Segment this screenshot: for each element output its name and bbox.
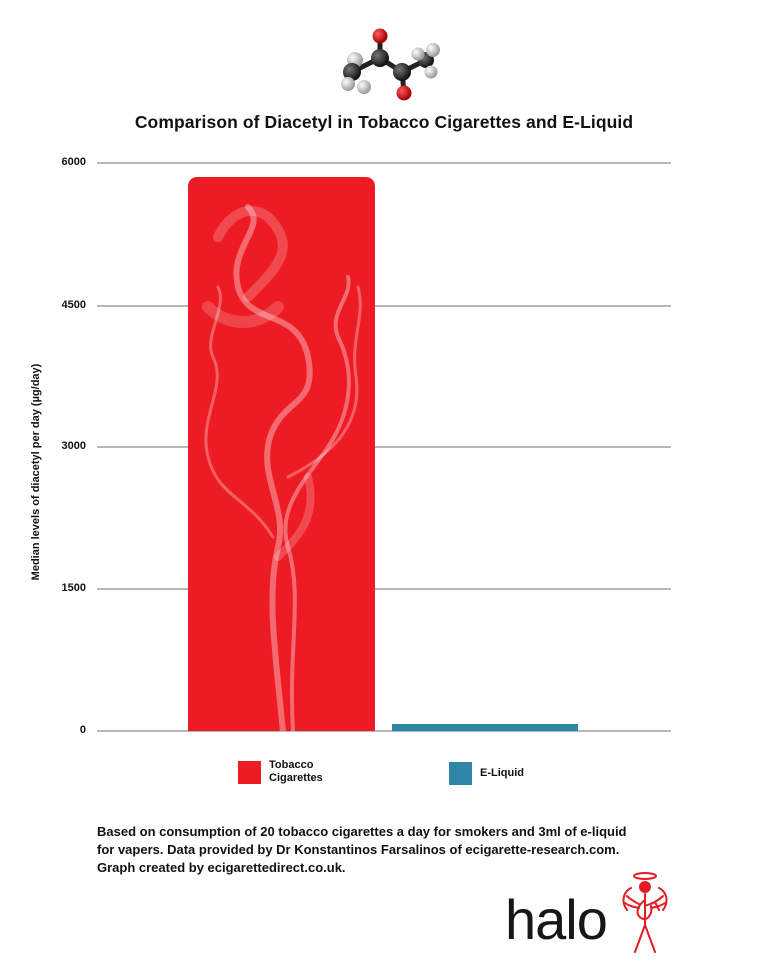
- angel-figure-icon: [622, 872, 668, 953]
- halo-logo: halo: [505, 870, 705, 955]
- diacetyl-molecule-icon: [320, 10, 450, 105]
- footnote: Based on consumption of 20 tobacco cigar…: [97, 823, 697, 877]
- legend-swatch-blue: [449, 762, 472, 785]
- legend-label-line: E-Liquid: [480, 767, 524, 779]
- bar-tobacco-cigarettes: [188, 177, 375, 731]
- brand-wordmark: halo: [505, 888, 608, 951]
- legend-swatch-red: [238, 760, 261, 784]
- chart-title: Comparison of Diacetyl in Tobacco Cigare…: [134, 112, 634, 132]
- y-tick-label: 3000: [61, 440, 86, 452]
- footnote-line: Graph created by ecigarettedirect.co.uk.: [97, 860, 346, 875]
- y-tick-label: 6000: [61, 156, 86, 168]
- smoke-overlay-icon: [202, 204, 362, 731]
- gridline-3000: [97, 446, 671, 448]
- y-tick-label: 0: [79, 724, 86, 736]
- y-tick-label: 4500: [61, 299, 86, 311]
- gridline-6000: [97, 162, 671, 164]
- legend-label: Tobacco Cigarettes: [269, 759, 323, 785]
- legend-item-tobacco: Tobacco Cigarettes: [238, 759, 323, 785]
- gridline-4500: [97, 305, 671, 307]
- legend-label-line: Cigarettes: [269, 772, 323, 784]
- legend-item-e-liquid: E-Liquid: [449, 762, 524, 785]
- y-tick-label: 1500: [61, 582, 86, 594]
- gridline-0: [97, 730, 671, 732]
- footnote-line: Based on consumption of 20 tobacco cigar…: [97, 824, 627, 839]
- gridline-1500: [97, 588, 671, 590]
- bar-e-liquid: [392, 724, 578, 731]
- legend-label: E-Liquid: [480, 767, 524, 780]
- legend-label-line: Tobacco: [269, 759, 314, 771]
- y-axis-title: Median levels of diacetyl per day (µg/da…: [30, 363, 42, 581]
- footnote-line: for vapers. Data provided by Dr Konstant…: [97, 842, 620, 857]
